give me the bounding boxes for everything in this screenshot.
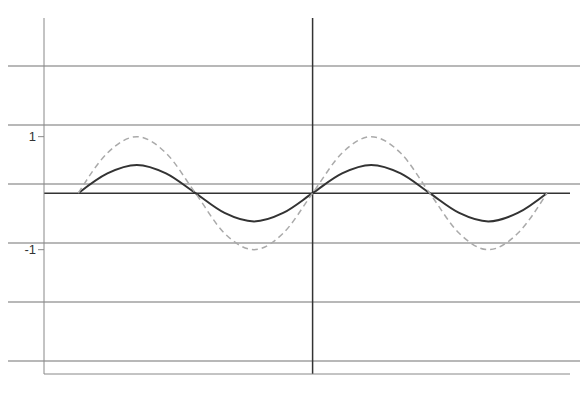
svg-text:1: 1 [29,129,36,144]
svg-text:-1: -1 [24,242,36,257]
